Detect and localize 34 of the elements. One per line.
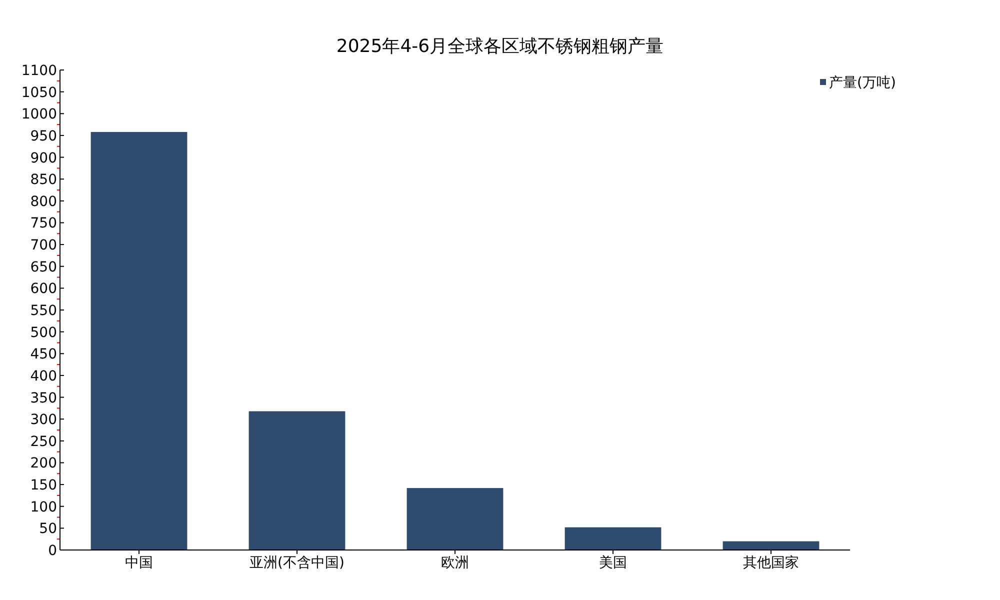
y-tick-label: 600: [30, 281, 57, 298]
y-tick-label: 550: [30, 303, 57, 319]
y-tick-label: 300: [30, 412, 57, 428]
y-tick-label: 500: [30, 324, 57, 341]
y-tick-label: 200: [30, 456, 57, 472]
x-tick-label: 美国: [599, 555, 627, 571]
x-tick-label: 亚洲(不含中国): [250, 555, 344, 571]
chart-title: 2025年4-6月全球各区域不锈钢粗钢产量: [336, 36, 664, 57]
x-tick-label: 其他国家: [743, 555, 799, 571]
bar: [248, 411, 346, 550]
y-tick-label: 900: [30, 150, 57, 166]
bar: [406, 488, 504, 550]
y-tick-label: 950: [30, 128, 57, 144]
y-tick-label: 700: [30, 238, 57, 254]
y-tick-label: 750: [30, 216, 57, 232]
y-tick-label: 650: [30, 259, 57, 276]
y-tick-label: 800: [30, 194, 57, 210]
bar: [564, 527, 662, 550]
y-tick-label: 0: [48, 543, 57, 559]
y-tick-label: 50: [39, 521, 57, 538]
y-tick-label: 450: [30, 346, 57, 363]
y-tick-label: 850: [30, 172, 57, 188]
y-tick-label: 400: [30, 368, 57, 384]
bar: [90, 132, 188, 550]
x-tick-label: 中国: [125, 555, 153, 571]
y-tick-label: 150: [30, 478, 57, 494]
bar: [722, 541, 820, 550]
y-tick-label: 350: [30, 390, 57, 406]
y-tick-label: 1050: [21, 84, 57, 101]
y-tick-label: 250: [30, 434, 57, 450]
y-tick-label: 1000: [21, 106, 57, 123]
y-tick-label: 1100: [21, 63, 57, 79]
y-tick-label: 100: [30, 499, 57, 516]
x-tick-label: 欧洲: [441, 555, 469, 571]
